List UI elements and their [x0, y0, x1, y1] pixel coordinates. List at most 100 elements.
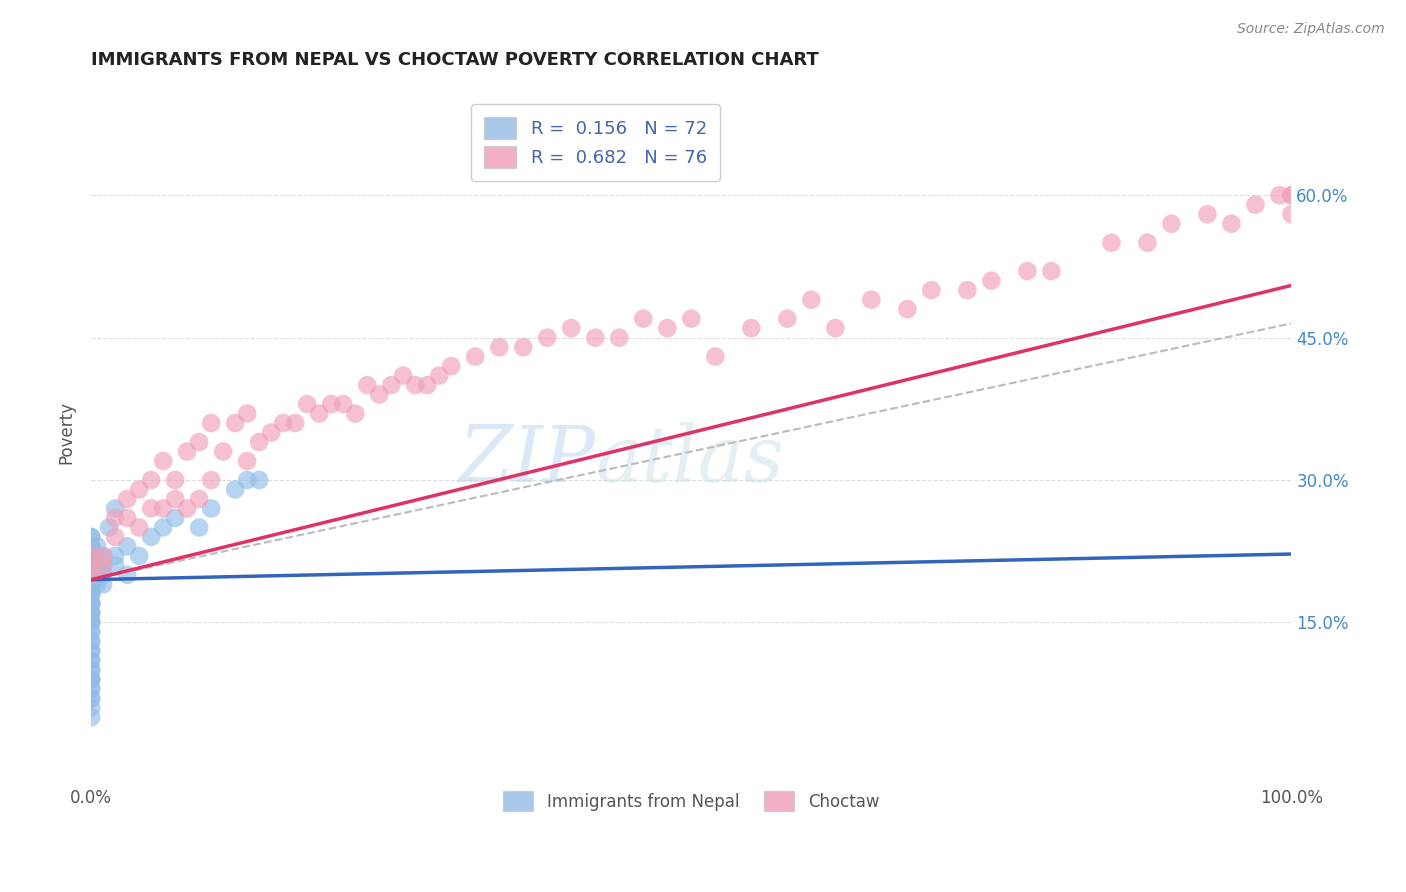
Point [188, 520, 211, 534]
Point [128, 549, 150, 563]
Point [91, 549, 114, 563]
Point [80, 644, 103, 658]
Point [224, 483, 246, 497]
Point [115, 568, 138, 582]
Point [98, 520, 121, 534]
Point [80, 673, 103, 687]
Point [236, 454, 259, 468]
Point [80, 606, 103, 620]
Point [356, 378, 378, 392]
Point [284, 416, 307, 430]
Point [80, 530, 103, 544]
Point [80, 568, 103, 582]
Point [104, 558, 127, 573]
Y-axis label: Poverty: Poverty [58, 401, 75, 464]
Point [271, 416, 294, 430]
Point [80, 644, 103, 658]
Point [956, 283, 979, 297]
Point [657, 321, 679, 335]
Point [1040, 264, 1063, 278]
Point [80, 606, 103, 620]
Point [86, 549, 108, 563]
Point [80, 558, 103, 573]
Point [80, 634, 103, 648]
Point [704, 350, 727, 364]
Point [1281, 188, 1303, 202]
Point [80, 587, 103, 601]
Point [260, 425, 283, 440]
Point [80, 663, 103, 677]
Point [200, 473, 222, 487]
Point [512, 340, 534, 354]
Point [633, 311, 655, 326]
Point [464, 350, 486, 364]
Point [188, 435, 211, 450]
Legend: Immigrants from Nepal, Choctaw: Immigrants from Nepal, Choctaw [491, 778, 893, 824]
Point [247, 435, 270, 450]
Point [91, 558, 114, 573]
Point [607, 331, 630, 345]
Point [152, 520, 174, 534]
Point [800, 293, 823, 307]
Point [1197, 207, 1219, 221]
Point [115, 511, 138, 525]
Point [80, 549, 103, 563]
Point [80, 700, 103, 714]
Point [104, 549, 127, 563]
Point [560, 321, 582, 335]
Point [115, 491, 138, 506]
Point [344, 407, 367, 421]
Point [1220, 217, 1243, 231]
Point [332, 397, 354, 411]
Point [80, 577, 103, 591]
Point [152, 501, 174, 516]
Point [536, 331, 558, 345]
Point [80, 653, 103, 667]
Point [224, 416, 246, 430]
Point [80, 577, 103, 591]
Point [176, 444, 198, 458]
Point [1244, 198, 1267, 212]
Point [80, 663, 103, 677]
Point [165, 511, 187, 525]
Point [115, 540, 138, 554]
Point [141, 501, 163, 516]
Point [404, 378, 426, 392]
Text: ZIP: ZIP [458, 423, 595, 499]
Point [321, 397, 343, 411]
Point [91, 549, 114, 563]
Point [740, 321, 762, 335]
Point [80, 710, 103, 724]
Point [80, 653, 103, 667]
Point [80, 596, 103, 610]
Point [1160, 217, 1182, 231]
Point [104, 501, 127, 516]
Point [80, 549, 103, 563]
Point [427, 368, 450, 383]
Point [80, 558, 103, 573]
Point [176, 501, 198, 516]
Point [920, 283, 942, 297]
Point [80, 540, 103, 554]
Point [86, 540, 108, 554]
Point [380, 378, 402, 392]
Point [200, 501, 222, 516]
Point [80, 587, 103, 601]
Point [980, 274, 1002, 288]
Point [80, 596, 103, 610]
Point [80, 691, 103, 706]
Point [80, 615, 103, 630]
Point [86, 577, 108, 591]
Point [212, 444, 235, 458]
Point [308, 407, 330, 421]
Point [80, 673, 103, 687]
Point [165, 491, 187, 506]
Point [86, 568, 108, 582]
Point [80, 530, 103, 544]
Point [80, 540, 103, 554]
Point [86, 558, 108, 573]
Point [236, 473, 259, 487]
Point [776, 311, 799, 326]
Point [368, 387, 391, 401]
Text: atlas: atlas [595, 423, 785, 499]
